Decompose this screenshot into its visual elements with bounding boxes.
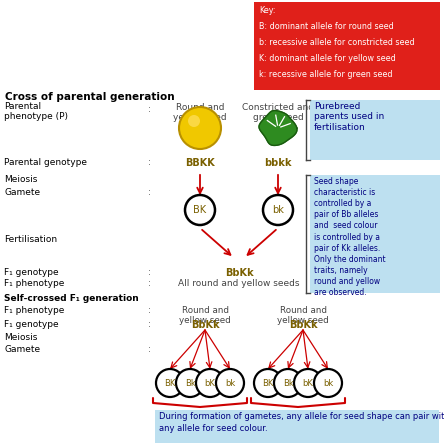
Text: Key:: Key:	[259, 6, 275, 15]
Bar	[254, 2, 440, 90]
Text: bk: bk	[225, 378, 235, 388]
Text: Parental
phenotype (P): Parental phenotype (P)	[4, 102, 68, 121]
Text: Parental genotype: Parental genotype	[4, 158, 87, 167]
Text: k: recessive allele for green seed: k: recessive allele for green seed	[259, 70, 392, 79]
Text: BK: BK	[262, 378, 274, 388]
Bar	[310, 175, 440, 293]
Circle shape	[196, 369, 224, 397]
Text: :: :	[148, 306, 151, 315]
Text: b: recessive allele for constricted seed: b: recessive allele for constricted seed	[259, 38, 415, 47]
Text: Seed shape
characteristic is
controlled by a
pair of Bb alleles
and  seed colour: Seed shape characteristic is controlled …	[314, 177, 386, 297]
Text: F₁ genotype: F₁ genotype	[4, 320, 59, 329]
Text: F₁ genotype: F₁ genotype	[4, 268, 59, 277]
Text: Gamete: Gamete	[4, 188, 40, 197]
Circle shape	[188, 115, 200, 127]
Text: Fertilisation: Fertilisation	[4, 235, 57, 244]
Text: Meiosis: Meiosis	[4, 175, 37, 184]
Text: Bk: Bk	[283, 378, 293, 388]
Text: Round and
yellow seed: Round and yellow seed	[277, 306, 329, 325]
Text: bK: bK	[302, 378, 313, 388]
Bar	[310, 100, 440, 160]
Text: :: :	[148, 158, 151, 167]
Text: Constricted and
green seed: Constricted and green seed	[242, 103, 314, 123]
Text: K: dominant allele for yellow seed: K: dominant allele for yellow seed	[259, 54, 396, 63]
Text: BbKk: BbKk	[225, 268, 254, 278]
Text: All round and yellow seeds: All round and yellow seeds	[178, 279, 300, 288]
Text: Cross of parental generation: Cross of parental generation	[5, 92, 174, 102]
Text: Round and
yellow seed: Round and yellow seed	[173, 103, 227, 123]
Text: :: :	[148, 279, 151, 288]
Bar	[155, 410, 439, 443]
Circle shape	[294, 369, 322, 397]
Text: Round and
yellow seed: Round and yellow seed	[179, 306, 231, 325]
Circle shape	[156, 369, 184, 397]
Text: :: :	[148, 268, 151, 277]
Text: bk: bk	[272, 205, 284, 215]
Text: BbKk: BbKk	[289, 320, 317, 330]
Circle shape	[216, 369, 244, 397]
Text: bbkk: bbkk	[264, 158, 292, 168]
Text: BBKK: BBKK	[185, 158, 215, 168]
Circle shape	[274, 369, 302, 397]
Text: During formation of gametes, any allele for seed shape can pair with
any allele : During formation of gametes, any allele …	[159, 412, 444, 433]
Text: Purebreed
parents used in
fertilisation: Purebreed parents used in fertilisation	[314, 102, 384, 132]
Text: :: :	[148, 188, 151, 197]
Circle shape	[314, 369, 342, 397]
Text: F₁ phenotype: F₁ phenotype	[4, 306, 64, 315]
Text: B: dominant allele for round seed: B: dominant allele for round seed	[259, 22, 394, 31]
Text: BbKk: BbKk	[190, 320, 219, 330]
Text: Meiosis: Meiosis	[4, 333, 37, 342]
Text: :: :	[148, 105, 151, 114]
Polygon shape	[259, 111, 297, 146]
Circle shape	[176, 369, 204, 397]
Text: BK: BK	[194, 205, 206, 215]
Text: BK: BK	[164, 378, 176, 388]
Text: F₁ phenotype: F₁ phenotype	[4, 279, 64, 288]
Text: bk: bk	[323, 378, 333, 388]
Circle shape	[185, 195, 215, 225]
Text: Bk: Bk	[185, 378, 195, 388]
Text: :: :	[148, 320, 151, 329]
Text: :: :	[148, 345, 151, 354]
Text: Gamete: Gamete	[4, 345, 40, 354]
Circle shape	[254, 369, 282, 397]
Circle shape	[263, 195, 293, 225]
Text: bK: bK	[205, 378, 215, 388]
Circle shape	[179, 107, 221, 149]
Text: Self-crossed F₁ generation: Self-crossed F₁ generation	[4, 294, 139, 303]
